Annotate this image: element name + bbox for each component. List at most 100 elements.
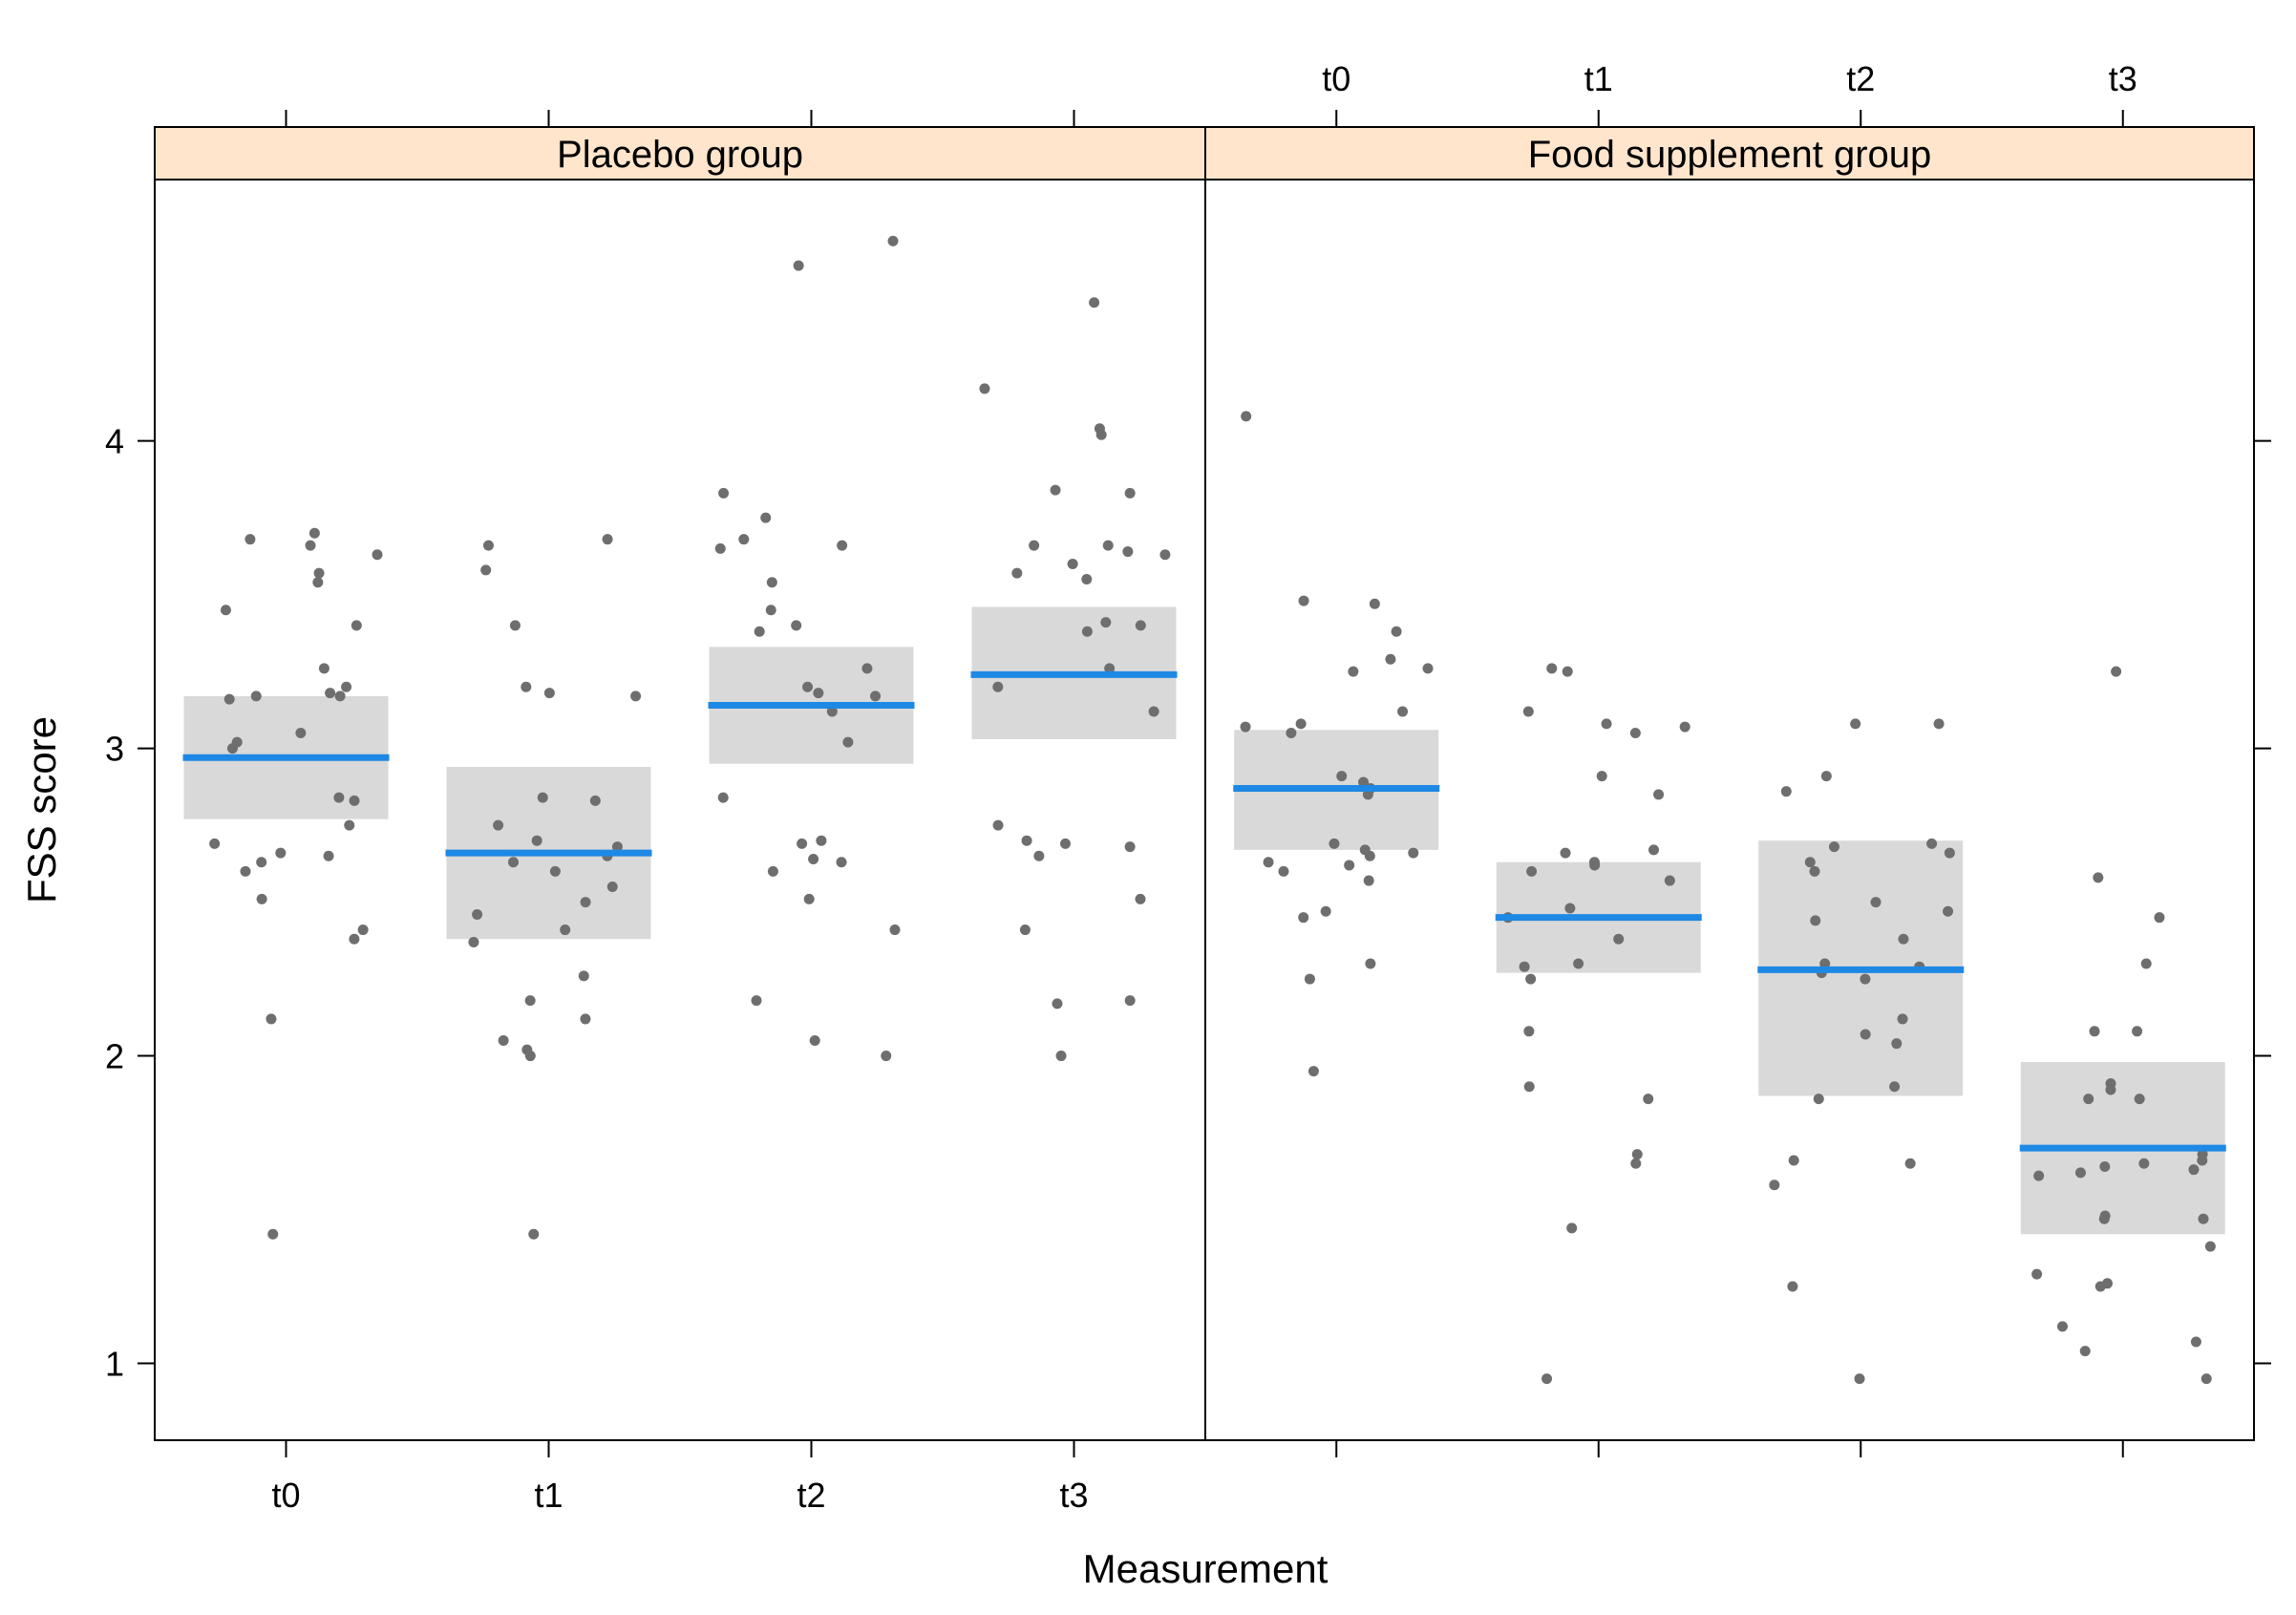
- data-point: [1573, 958, 1584, 969]
- y-tick-label: 2: [105, 1037, 124, 1076]
- data-point: [1820, 771, 1832, 782]
- data-point: [1780, 786, 1792, 797]
- data-point: [1860, 973, 1871, 985]
- data-point: [1348, 666, 1359, 677]
- data-point: [521, 681, 532, 692]
- data-point: [606, 881, 618, 892]
- data-point: [323, 850, 334, 861]
- data-point: [979, 383, 990, 394]
- data-point: [1159, 549, 1171, 561]
- data-point: [1643, 1094, 1654, 1105]
- data-point: [1788, 1155, 1799, 1166]
- data-point: [1408, 847, 1419, 859]
- x-tick-label: t3: [2109, 59, 2137, 98]
- x-tick-label: t1: [534, 1476, 563, 1515]
- y-tick-label: 4: [105, 422, 124, 461]
- data-point: [1286, 728, 1297, 739]
- data-point: [992, 819, 1004, 831]
- x-tick-label: t0: [1322, 59, 1350, 98]
- data-point: [524, 995, 536, 1007]
- axis-ticks: [138, 110, 2271, 1457]
- data-point: [2138, 1158, 2150, 1169]
- data-points: [209, 235, 2216, 1385]
- data-point: [578, 970, 589, 982]
- data-point: [797, 838, 808, 849]
- data-point: [334, 691, 346, 702]
- data-point: [1124, 487, 1136, 499]
- data-point: [256, 857, 267, 868]
- data-point: [1021, 835, 1032, 846]
- data-point: [580, 1013, 591, 1025]
- data-point: [1307, 1066, 1319, 1077]
- data-point: [738, 534, 750, 545]
- data-point: [2204, 1241, 2216, 1252]
- data-point: [472, 908, 483, 920]
- data-point: [1391, 626, 1402, 637]
- data-point: [1052, 998, 1063, 1009]
- data-point: [1804, 857, 1816, 868]
- data-point: [480, 564, 492, 576]
- data-point: [308, 527, 320, 539]
- data-point: [2190, 1336, 2201, 1348]
- data-point: [1397, 706, 1409, 717]
- data-point: [256, 893, 267, 904]
- data-point: [1095, 429, 1107, 440]
- data-point: [1809, 865, 1820, 877]
- data-point: [765, 605, 776, 616]
- data-point: [714, 542, 726, 554]
- data-point: [482, 540, 494, 551]
- y-tick-label: 1: [105, 1345, 124, 1384]
- data-point: [1523, 1081, 1535, 1093]
- data-point: [318, 663, 330, 674]
- x-tick-label: t2: [1846, 59, 1875, 98]
- data-point: [1596, 771, 1607, 782]
- data-point: [802, 681, 814, 692]
- data-point: [313, 567, 325, 579]
- x-axis-label: Measurement: [1083, 1546, 1329, 1591]
- data-point: [357, 924, 369, 936]
- data-point: [1100, 617, 1112, 628]
- data-point: [1629, 728, 1641, 739]
- data-point: [2198, 1213, 2209, 1224]
- data-point: [1562, 666, 1573, 677]
- data-point: [1298, 912, 1309, 924]
- data-point: [528, 1228, 540, 1240]
- data-point: [1519, 961, 1530, 972]
- data-point: [1860, 1029, 1871, 1040]
- data-point: [2197, 1155, 2208, 1166]
- data-point: [1241, 411, 1252, 422]
- data-point: [1102, 540, 1114, 551]
- data-point: [870, 691, 882, 702]
- x-tick-label: t2: [797, 1476, 825, 1515]
- data-point: [1365, 958, 1376, 969]
- data-point: [1124, 841, 1136, 853]
- data-point: [760, 512, 772, 523]
- data-point: [1081, 626, 1093, 637]
- data-point: [537, 792, 548, 803]
- data-point: [498, 1034, 509, 1046]
- data-point: [1089, 297, 1100, 308]
- panel-title: Food supplement group: [1528, 134, 1932, 176]
- data-point: [813, 688, 824, 699]
- data-point: [2188, 1164, 2200, 1176]
- data-point: [1898, 933, 1909, 945]
- data-point: [1363, 875, 1374, 886]
- data-point: [1081, 574, 1093, 585]
- data-point: [1631, 1149, 1643, 1160]
- data-point: [295, 728, 307, 739]
- data-point: [333, 792, 345, 803]
- data-point: [2033, 1170, 2045, 1181]
- data-point: [1385, 653, 1396, 665]
- y-tick-label: 3: [105, 730, 124, 769]
- data-point: [1813, 1094, 1824, 1105]
- data-point: [791, 620, 802, 631]
- data-point: [1526, 865, 1538, 877]
- data-point: [1135, 620, 1146, 631]
- data-point: [509, 620, 521, 631]
- data-point: [1630, 1158, 1642, 1169]
- data-point: [1566, 1222, 1578, 1234]
- data-point: [589, 795, 601, 806]
- data-point: [267, 1228, 279, 1240]
- data-point: [2098, 1213, 2110, 1224]
